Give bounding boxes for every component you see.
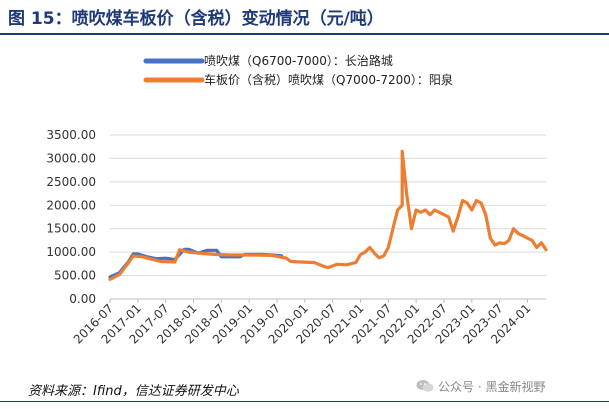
series-line-2 xyxy=(108,149,548,281)
y-tick-label: 1500.00 xyxy=(46,222,96,236)
watermark: 公众号 · 黑金新视野 xyxy=(416,378,545,396)
legend-label-2: 车板价（含税）喷吹煤（Q7000-7200）：阳泉 xyxy=(204,72,453,87)
y-tick-label: 2500.00 xyxy=(46,175,96,189)
legend: 喷吹煤（Q6700-7000）：长治路城车板价（含税）喷吹煤（Q7000-720… xyxy=(143,53,453,87)
source-note: 资料来源：Ifind，信达证券研发中心 xyxy=(28,384,239,399)
wechat-icon xyxy=(416,379,434,396)
series-lines xyxy=(108,149,548,281)
watermark-text: 公众号 · 黑金新视野 xyxy=(438,380,546,394)
footer-divider xyxy=(0,401,609,402)
figure-title: 图 15：喷吹煤车板价（含税）变动情况（元/吨） xyxy=(8,9,384,29)
legend-label-1: 喷吹煤（Q6700-7000）：长治路城 xyxy=(204,53,393,68)
y-tick-label: 500.00 xyxy=(54,269,96,283)
y-tick-label: 3500.00 xyxy=(46,128,96,142)
title-divider xyxy=(0,33,609,35)
y-tick-label: 0.00 xyxy=(69,292,96,306)
axes: 0.00 500.00 1000.00 1500.00 2000.00 2500.00 30… xyxy=(46,128,546,347)
y-tick-label: 2000.00 xyxy=(46,198,96,212)
y-tick-label: 3000.00 xyxy=(46,151,96,165)
y-tick-label: 1000.00 xyxy=(46,245,96,259)
